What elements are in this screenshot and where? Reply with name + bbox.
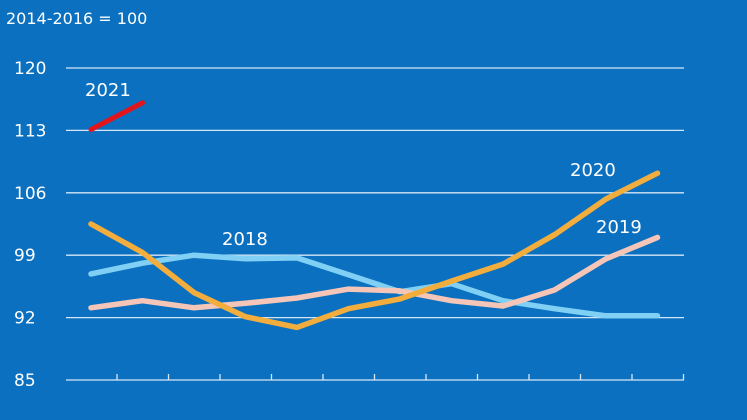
y-axis-labels: 85 92 99 106 113 120 bbox=[14, 59, 46, 391]
y-tick-label-99: 99 bbox=[14, 246, 36, 266]
y-tick-label-106: 106 bbox=[14, 184, 46, 204]
series-label-2021: 2021 bbox=[85, 80, 131, 101]
series-line-2021 bbox=[88, 100, 145, 132]
series-lines bbox=[88, 100, 661, 331]
series-label-2019: 2019 bbox=[596, 217, 642, 238]
y-tick-label-85: 85 bbox=[14, 371, 36, 391]
series-label-2018: 2018 bbox=[222, 229, 268, 250]
series-label-2020: 2020 bbox=[570, 160, 616, 181]
y-tick-label-92: 92 bbox=[14, 309, 36, 329]
series-line-2018 bbox=[88, 252, 661, 319]
y-tick-label-113: 113 bbox=[14, 121, 46, 141]
series-line-2019 bbox=[88, 234, 661, 311]
index-base-label: 2014-2016 = 100 bbox=[6, 9, 147, 28]
y-tick-label-120: 120 bbox=[14, 59, 46, 79]
series-line-2020 bbox=[88, 170, 661, 331]
x-axis-ticks bbox=[116, 374, 685, 380]
